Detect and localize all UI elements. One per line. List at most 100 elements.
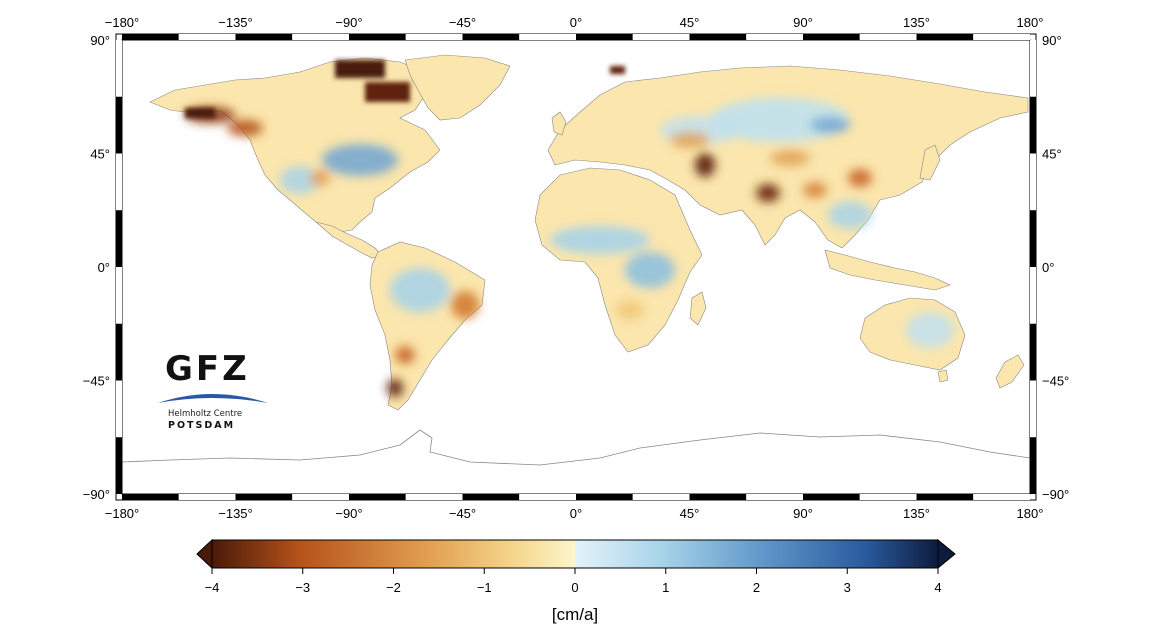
negative-anomaly [770, 150, 810, 166]
frame-segment [116, 380, 122, 438]
lon-tick-label: 45° [680, 506, 700, 521]
frame-segment [859, 494, 917, 500]
negative-anomaly [185, 108, 215, 118]
frame-segment [178, 34, 236, 40]
negative-anomaly [610, 66, 625, 74]
frame-segment [576, 494, 633, 500]
frame-segment [803, 34, 860, 40]
british-isles [551, 111, 567, 136]
madagascar [689, 291, 707, 326]
logo-name: GFZ [165, 349, 250, 389]
frame-segment [116, 437, 122, 494]
southeast-asia [824, 249, 951, 291]
negative-anomaly [395, 346, 415, 364]
lon-tick-label: −180° [105, 506, 139, 521]
lon-tick-label: −180° [105, 15, 139, 30]
frame-segment [746, 494, 803, 500]
frame-segment [632, 494, 690, 500]
greenland [404, 54, 511, 121]
frame-segment [519, 494, 576, 500]
frame-segment [405, 494, 463, 500]
lat-tick-label: −45° [1042, 374, 1069, 389]
positive-anomaly [390, 268, 450, 312]
frame-segment [405, 34, 463, 40]
negative-anomaly [451, 291, 479, 319]
lat-tick-label: −90° [1042, 487, 1069, 502]
frame-segment [122, 34, 179, 40]
lat-tick-label: −45° [83, 374, 110, 389]
lon-tick-label: −135° [218, 15, 252, 30]
frame-segment [1030, 96, 1036, 154]
frame-segment [462, 494, 520, 500]
negative-anomaly [387, 379, 403, 397]
africa [534, 167, 703, 353]
frame-segment [235, 494, 293, 500]
antarctica [122, 429, 1030, 466]
japan [919, 144, 941, 181]
colorbar-ticks: −4 −3 −2 −1 0 1 2 3 4 [205, 568, 942, 595]
lat-tick-labels-right: 90° 45° 0° −45° −90° [1042, 33, 1069, 502]
logo-arc [158, 394, 268, 403]
negative-anomaly [310, 170, 330, 186]
lon-tick-label: 90° [793, 506, 813, 521]
lon-tick-label: 90° [793, 15, 813, 30]
lon-tick-label: 0° [570, 15, 582, 30]
colorbar-tick-label: 1 [662, 580, 669, 595]
lon-tick-label: 180° [1017, 506, 1044, 521]
frame-checkerboard [116, 34, 1036, 500]
frame-segment [235, 34, 293, 40]
lat-tick-label: 45° [90, 147, 110, 162]
frame-segment [1030, 153, 1036, 211]
frame-segment [973, 34, 1030, 40]
frame-segment [859, 34, 917, 40]
positive-anomaly [280, 166, 320, 194]
positive-anomaly [625, 252, 675, 288]
colorbar-tick-label: −4 [205, 580, 220, 595]
frame-segment [116, 96, 122, 154]
frame-segment [689, 494, 747, 500]
frame-segment [632, 34, 690, 40]
colorbar-tick-label: −2 [386, 580, 401, 595]
logo-city: POTSDAM [168, 420, 235, 431]
frame-segment [916, 494, 974, 500]
frame-segment [116, 210, 122, 267]
frame-segment [803, 494, 860, 500]
negative-anomaly [695, 153, 715, 177]
colorbar-tick-label: −1 [477, 580, 492, 595]
lon-tick-label: 135° [903, 506, 930, 521]
colorbar: −4 −3 −2 −1 0 1 2 3 4 [cm/a] [196, 538, 956, 624]
tasmania [937, 369, 949, 383]
lon-tick-label: −90° [335, 506, 362, 521]
negative-anomaly [670, 132, 710, 148]
frame-segment [349, 34, 406, 40]
frame-segment [519, 34, 576, 40]
frame-segment [116, 323, 122, 381]
anomaly-field [185, 98, 954, 397]
map-panel: −180° −135° −90° −45° 0° 45° 90° 135° 180° −180°… [83, 15, 1070, 521]
positive-anomaly [710, 98, 850, 142]
lat-tick-label: 0° [1042, 260, 1054, 275]
lon-tick-labels-top: −180° −135° −90° −45° 0° 45° 90° 135° 180° [105, 15, 1044, 30]
lat-tick-label: 0° [98, 260, 110, 275]
frame-segment [116, 40, 122, 97]
lon-tick-label: 135° [903, 15, 930, 30]
colorbar-tick-label: 0 [571, 580, 578, 595]
positive-anomaly [906, 312, 954, 348]
lon-tick-label: −45° [449, 15, 476, 30]
lon-tick-label: 0° [570, 506, 582, 521]
lon-tick-labels-bottom: −180° −135° −90° −45° 0° 45° 90° 135° 180° [105, 506, 1044, 521]
colorbar-low-arrow [196, 538, 213, 570]
colorbar-tick-label: 4 [934, 580, 941, 595]
colorbar-tick-label: −3 [295, 580, 310, 595]
negative-anomaly [227, 120, 263, 136]
negative-anomaly [756, 184, 780, 202]
frame-segment [746, 34, 803, 40]
frame-segment [1030, 40, 1036, 97]
colorbar-unit: [cm/a] [552, 605, 598, 624]
lon-tick-label: 45° [680, 15, 700, 30]
lat-tick-labels-left: 90° 45° 0° −45° −90° [83, 33, 110, 502]
frame-segment [973, 494, 1030, 500]
frame-segment [689, 34, 747, 40]
colorbar-tick-label: 2 [753, 580, 760, 595]
